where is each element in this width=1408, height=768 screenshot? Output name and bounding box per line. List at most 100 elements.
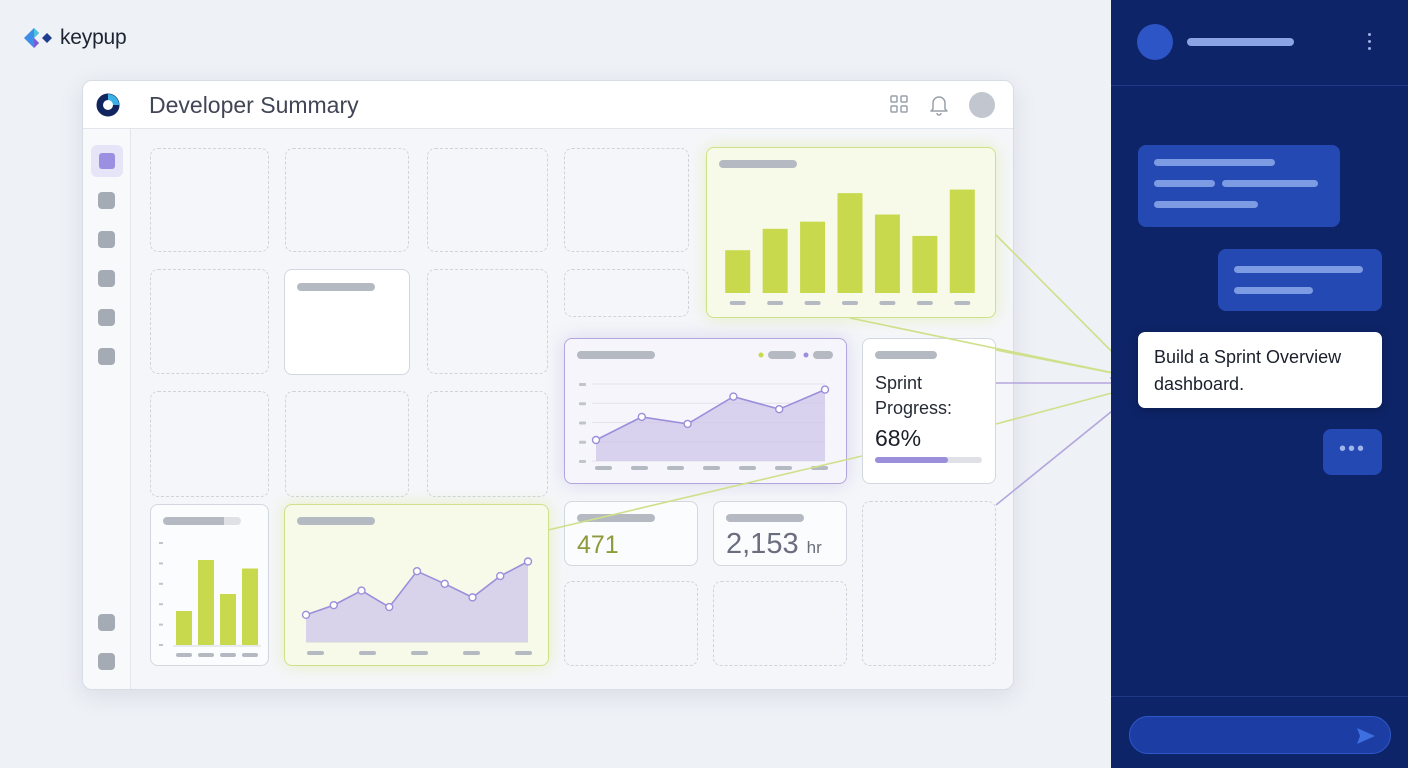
area-fill	[596, 389, 825, 461]
empty-slot[interactable]	[150, 391, 269, 497]
chat-panel: Build a Sprint Overview dashboard. •••	[1111, 0, 1408, 768]
data-point	[523, 557, 533, 566]
x-tick-label	[515, 651, 532, 655]
metric-count-value: 471	[577, 531, 619, 559]
data-point	[385, 602, 394, 612]
data-point	[637, 412, 647, 422]
grid-icon[interactable]	[889, 94, 909, 114]
empty-slot[interactable]	[150, 148, 269, 252]
x-tick-label	[842, 301, 858, 305]
line-chart-card[interactable]	[564, 338, 847, 484]
placeholder-card[interactable]	[284, 269, 410, 375]
y-tick	[159, 603, 163, 606]
user-avatar[interactable]	[969, 92, 995, 118]
data-point	[820, 385, 830, 394]
sprint-progress-label: Sprint Progress:	[875, 373, 953, 418]
bar	[242, 568, 258, 645]
chat-header	[1111, 0, 1408, 86]
small-bar-chart-card[interactable]	[150, 504, 269, 666]
sprint-progress-card[interactable]: Sprint Progress: 68%	[862, 338, 996, 484]
sidebar-item-help[interactable]	[98, 653, 115, 670]
brand-name: keypup	[60, 26, 127, 49]
y-tick-label	[579, 383, 586, 386]
data-point	[683, 419, 692, 429]
empty-slot[interactable]	[564, 269, 689, 317]
line-chart	[579, 383, 830, 470]
data-point	[468, 593, 477, 602]
bar-chart-card[interactable]	[706, 147, 996, 318]
bar	[762, 228, 788, 293]
y-tick	[159, 542, 163, 544]
sidebar	[83, 129, 131, 689]
bar	[949, 189, 975, 293]
empty-slot[interactable]	[427, 148, 548, 252]
bar	[800, 221, 826, 293]
x-tick-label	[879, 301, 896, 305]
bar	[912, 235, 938, 293]
chat-message-bubble	[1138, 145, 1340, 227]
sidebar-item-4[interactable]	[98, 270, 115, 287]
chat-footer	[1111, 696, 1408, 768]
assistant-name-placeholder	[1187, 38, 1294, 46]
bar	[220, 594, 236, 645]
empty-slot[interactable]	[150, 269, 269, 374]
empty-slot[interactable]	[713, 581, 847, 666]
x-tick-label	[631, 466, 648, 470]
metric-card-hours[interactable]: 2,153 hr	[713, 501, 847, 566]
y-tick-label	[579, 460, 586, 463]
x-tick-label	[703, 466, 720, 470]
x-tick-label	[739, 466, 756, 470]
bar-chart	[725, 189, 975, 305]
metric-hours-unit: hr	[806, 538, 822, 557]
area-chart	[301, 557, 533, 655]
y-tick-label	[579, 402, 586, 406]
metric-card-count[interactable]: 471	[564, 501, 698, 566]
x-tick-label	[220, 653, 236, 657]
empty-slot[interactable]	[285, 391, 409, 497]
x-tick-label	[767, 301, 784, 305]
x-tick-label	[595, 466, 612, 470]
x-tick-label	[307, 651, 324, 655]
y-tick	[159, 582, 163, 585]
sprint-progress-bar	[875, 457, 982, 463]
sidebar-item-3[interactable]	[98, 231, 115, 248]
empty-slot[interactable]	[285, 148, 409, 252]
sprint-progress-fill	[875, 457, 948, 463]
sidebar-item-6[interactable]	[98, 348, 115, 365]
bar	[176, 611, 192, 645]
y-tick	[159, 562, 163, 565]
x-tick-label	[176, 653, 192, 657]
window-header: Developer Summary	[83, 81, 1013, 129]
x-tick-label	[804, 301, 821, 305]
sidebar-item-settings[interactable]	[98, 614, 115, 631]
sidebar-item-dashboard[interactable]	[91, 145, 123, 177]
x-tick-label	[463, 651, 480, 655]
sidebar-item-2[interactable]	[98, 192, 115, 209]
chat-input[interactable]	[1129, 716, 1391, 754]
x-tick-label	[411, 651, 428, 655]
empty-slot[interactable]	[564, 581, 698, 666]
data-point	[440, 579, 449, 589]
series-line	[595, 388, 826, 441]
x-tick-label	[729, 301, 746, 305]
x-tick-label	[242, 653, 258, 657]
empty-slot[interactable]	[427, 269, 548, 374]
legend	[758, 351, 833, 359]
more-options-icon[interactable]	[1368, 33, 1372, 54]
assistant-avatar	[1137, 24, 1173, 60]
data-point	[412, 566, 422, 576]
data-point	[496, 571, 505, 581]
app-ring-icon[interactable]	[95, 92, 121, 118]
brand-logo[interactable]: keypup	[22, 22, 127, 54]
empty-slot[interactable]	[862, 501, 996, 666]
y-tick	[159, 644, 163, 646]
data-point	[591, 435, 601, 445]
send-icon[interactable]	[1355, 725, 1377, 747]
bell-icon[interactable]	[929, 94, 949, 116]
empty-slot[interactable]	[427, 391, 548, 497]
chat-message-bubble	[1218, 249, 1382, 311]
data-point	[774, 404, 784, 414]
empty-slot[interactable]	[564, 148, 689, 252]
sidebar-item-5[interactable]	[98, 309, 115, 326]
area-chart-card[interactable]	[284, 504, 549, 666]
